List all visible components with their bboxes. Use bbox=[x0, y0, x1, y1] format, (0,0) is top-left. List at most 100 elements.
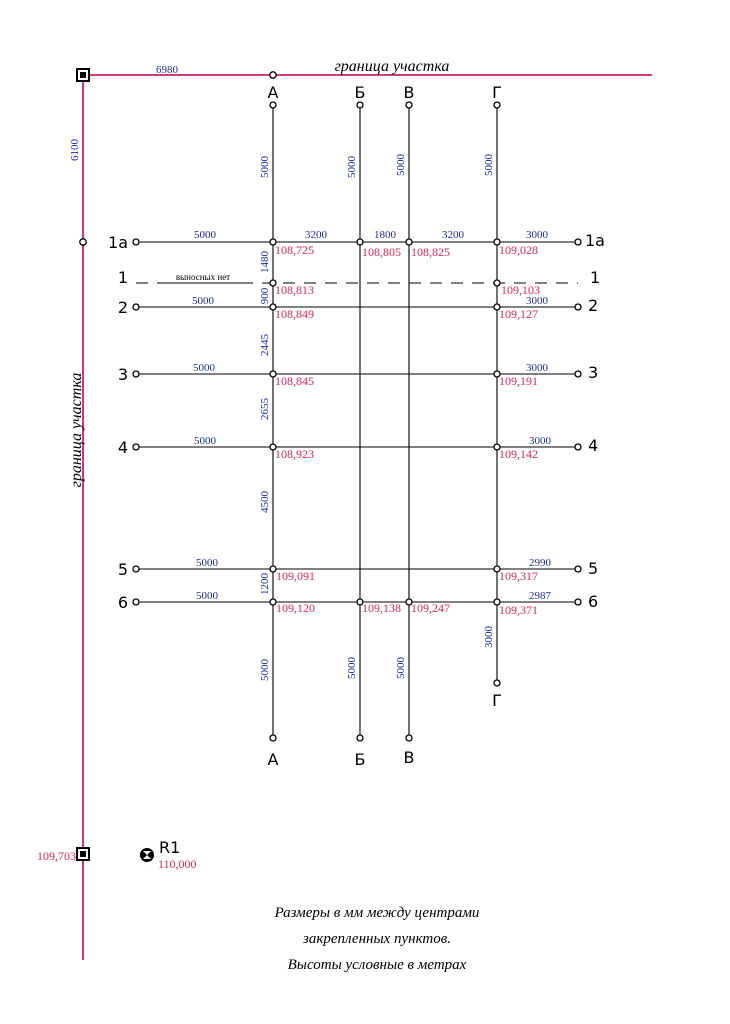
dim-A-1-2: 900 bbox=[259, 287, 271, 304]
endpoint-V-bottom bbox=[405, 734, 413, 742]
elevation-B-1a: 108,805 bbox=[362, 245, 401, 259]
endpoint-4-right bbox=[574, 443, 582, 451]
dim-A-5-6: 1200 bbox=[259, 573, 271, 596]
row-label-6-left: 6 bbox=[118, 593, 128, 612]
endpoint-1a-right bbox=[574, 238, 582, 246]
elevation-V-6: 109,247 bbox=[411, 601, 450, 615]
elevation-G-4: 109,142 bbox=[499, 447, 538, 461]
point-A-5 bbox=[269, 565, 277, 573]
elevation-G-5: 109,317 bbox=[499, 569, 538, 583]
dim-1a-BV: 1800 bbox=[374, 229, 397, 241]
dim-top-B: 5000 bbox=[346, 156, 358, 179]
dim-A-1a-1: 1480 bbox=[259, 251, 271, 274]
dim-top-V: 5000 bbox=[395, 154, 407, 177]
elevation-A-3: 108,845 bbox=[275, 374, 314, 388]
elevation-A-6: 109,120 bbox=[276, 601, 315, 615]
dim-1a-left: 5000 bbox=[194, 229, 217, 241]
row-label-2-left: 2 bbox=[118, 298, 128, 317]
elevation-G-3: 109,191 bbox=[499, 374, 538, 388]
axis-label-V-top: В bbox=[404, 83, 415, 102]
dim-3-right: 3000 bbox=[526, 362, 549, 374]
dim-1a-AB: 3200 bbox=[305, 229, 328, 241]
benchmark-elevation: 110,000 bbox=[158, 857, 197, 871]
row-label-4-left: 4 bbox=[118, 438, 128, 457]
benchmark-icon-mark bbox=[143, 851, 151, 859]
row-label-1-right: 1 bbox=[590, 268, 600, 287]
dim-6-left: 5000 bbox=[196, 590, 219, 602]
axis-label-A-top: А bbox=[268, 83, 279, 102]
row-label-1-left: 1 bbox=[118, 268, 128, 287]
elevation-G-1: 109,103 bbox=[501, 283, 540, 297]
elevation-B-6: 109,138 bbox=[362, 601, 401, 615]
elevation-A-4: 108,923 bbox=[275, 447, 314, 461]
row-label-6-right: 6 bbox=[588, 592, 598, 611]
dim-A-2-3: 2445 bbox=[259, 334, 271, 357]
note-line-2: закрепленных пунктов. bbox=[302, 931, 451, 947]
dim-corner-top: 6980 bbox=[156, 64, 179, 76]
point-G-6 bbox=[493, 598, 501, 606]
elevation-A-1: 108,813 bbox=[275, 283, 314, 297]
point-B-6 bbox=[356, 598, 364, 606]
dim-5-right: 2990 bbox=[529, 557, 552, 569]
endpoint-B-top bbox=[356, 101, 364, 109]
row-label-1a-right: 1а bbox=[585, 231, 605, 250]
dim-5-left: 5000 bbox=[196, 557, 219, 569]
endpoint-G-bottom bbox=[493, 679, 501, 687]
endpoint-1a-left bbox=[132, 238, 140, 246]
dim-top-G: 5000 bbox=[483, 154, 495, 177]
point-A-2 bbox=[269, 303, 277, 311]
boundary-label-top: граница участка bbox=[335, 58, 450, 75]
dim-3-left: 5000 bbox=[193, 362, 216, 374]
point-V-6 bbox=[405, 598, 413, 606]
boundary-point-1a bbox=[79, 238, 87, 246]
endpoint-2-left bbox=[132, 303, 140, 311]
benchmark-label: R1 bbox=[159, 838, 180, 857]
row-label-2-right: 2 bbox=[588, 296, 598, 315]
point-A-6 bbox=[269, 598, 277, 606]
dim-A-3-4: 2655 bbox=[259, 398, 271, 421]
boundary-label-left: граница участка bbox=[68, 373, 85, 488]
note-line-3: Высоты условные в метрах bbox=[288, 957, 467, 973]
endpoint-6-right bbox=[574, 598, 582, 606]
dim-A-4-5: 4500 bbox=[259, 491, 271, 514]
endpoint-2-right bbox=[574, 303, 582, 311]
elevation-A-2: 108,849 bbox=[275, 307, 314, 321]
point-G-4 bbox=[493, 443, 501, 451]
point-A-1a bbox=[269, 238, 277, 246]
corner-marker-bottom-center bbox=[80, 851, 86, 857]
axis-label-V-bottom: В bbox=[404, 748, 415, 767]
endpoint-4-left bbox=[132, 443, 140, 451]
elevation-A-5: 109,091 bbox=[276, 569, 315, 583]
endpoint-3-right bbox=[574, 370, 582, 378]
endpoint-6-left bbox=[132, 598, 140, 606]
dim-2-right: 3000 bbox=[526, 295, 549, 307]
dim-4-right: 3000 bbox=[529, 435, 552, 447]
elevation-corner-bottom: 109,703 bbox=[37, 849, 76, 863]
dim-corner-left: 6100 bbox=[69, 139, 81, 162]
endpoint-5-right bbox=[574, 565, 582, 573]
dim-bottom-V: 5000 bbox=[395, 657, 407, 680]
row-label-5-right: 5 bbox=[588, 559, 598, 578]
row-label-3-right: 3 bbox=[588, 363, 598, 382]
dim-top-A: 5000 bbox=[259, 156, 271, 179]
dim-G-bottom: 3000 bbox=[483, 626, 495, 649]
axis-label-B-top: Б bbox=[355, 83, 366, 102]
dim-6-right: 2987 bbox=[529, 590, 552, 602]
endpoint-3-left bbox=[132, 370, 140, 378]
elevation-G-2: 109,127 bbox=[499, 307, 538, 321]
row-label-4-right: 4 bbox=[588, 436, 598, 455]
point-A-1 bbox=[269, 279, 277, 287]
endpoint-A-bottom bbox=[269, 734, 277, 742]
point-B-1a bbox=[356, 238, 364, 246]
axis-label-A-bottom: А bbox=[268, 750, 279, 769]
note-line-1: Размеры в мм между центрами bbox=[274, 905, 480, 921]
elevation-G-6: 109,371 bbox=[499, 603, 538, 617]
axis-label-G-top: Г bbox=[492, 83, 502, 102]
endpoint-G-top bbox=[493, 101, 501, 109]
row-label-5-left: 5 bbox=[118, 560, 128, 579]
elevation-A-1a: 108,725 bbox=[275, 243, 314, 257]
axis-label-G-bottom: Г bbox=[492, 691, 502, 710]
point-A-3 bbox=[269, 370, 277, 378]
point-A-4 bbox=[269, 443, 277, 451]
boundary-point-A bbox=[269, 71, 277, 79]
